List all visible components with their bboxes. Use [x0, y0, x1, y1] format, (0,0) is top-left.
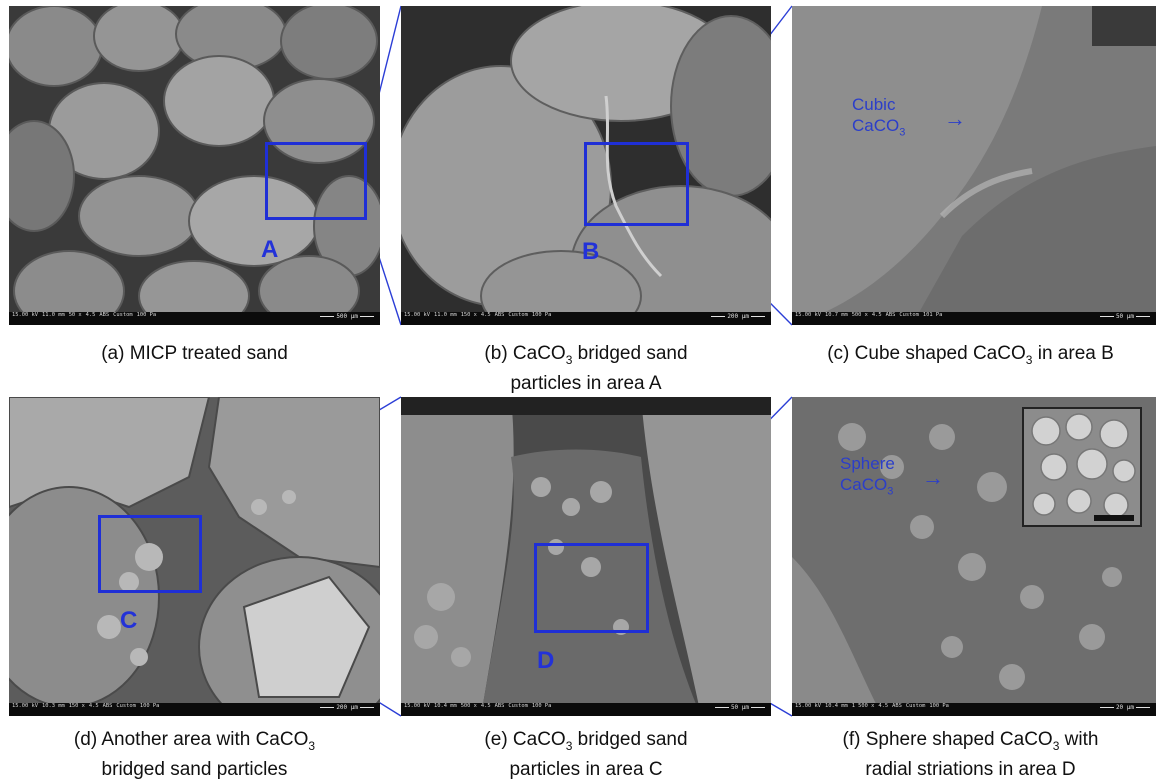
zoom-box-a: [265, 142, 367, 220]
scale-bar-c: 50 µm: [1100, 314, 1150, 320]
zoom-box-b: [584, 142, 689, 226]
bridged-particles-c-image: [401, 397, 771, 716]
zoom-box-c: [98, 515, 202, 593]
sem-info-bar-f: 15.00 kV 10.4 mm 1 500 x 4.5 ABS Custom 100 Pa…: [792, 703, 1156, 716]
sem-info-bar-a: 15.00 kV 11.0 mm 50 x 4.5 ABS Custom 100 Pa 50…: [9, 312, 380, 325]
caption-f: (f) Sphere shaped CaCO3 with radial stria…: [842, 729, 1099, 780]
scale-bar-d: 200 µm: [320, 705, 374, 711]
arrow-icon: →: [922, 465, 944, 490]
area-label-c: C: [120, 607, 138, 634]
area-label-b: B: [582, 238, 600, 265]
arrow-icon: →: [944, 106, 966, 131]
sem-image-panel-c: Cubic CaCO3 → 15.00 kV 10.7 mm 500 x 4.5 ABS…: [792, 6, 1156, 325]
sem-image-panel-d: C 15.00 kV 10.3 mm 150 x 4.5 ABS Custom 100 Pa…: [9, 397, 380, 716]
sem-image-panel-f: Sphere CaCO3 → 15.00 kV 10.4 mm 1 500 x 4.5…: [792, 397, 1156, 716]
caption-d: (d) Another area with CaCO3 bridged sand …: [73, 729, 316, 780]
cubic-caco3-image: [792, 6, 1156, 325]
scale-bar-b: 200 µm: [711, 314, 765, 320]
area-label-a: A: [261, 236, 279, 263]
another-area-image: [9, 397, 380, 716]
sem-info-bar-e: 15.00 kV 10.4 mm 500 x 4.5 ABS Custom 100 Pa 5…: [401, 703, 771, 716]
caption-e: (e) CaCO3 bridged sand particles in area …: [484, 729, 688, 780]
scale-bar-f: 20 µm: [1100, 705, 1150, 711]
bridged-particles-image: [401, 6, 771, 325]
sem-info-bar-b: 15.00 kV 11.0 mm 150 x 4.5 ABS Custom 100 Pa 2…: [401, 312, 771, 325]
area-label-d: D: [537, 647, 555, 674]
caption-b: (b) CaCO3 bridged sand particles in area …: [484, 343, 688, 394]
scale-bar-a: 500 µm: [320, 314, 374, 320]
annotation-sphere-caco3: Sphere CaCO3: [840, 454, 895, 498]
magnified-inset: [1022, 407, 1142, 527]
sem-image-panel-b: B 15.00 kV 11.0 mm 150 x 4.5 ABS Custom 100 Pa…: [401, 6, 771, 325]
caption-a: (a) MICP treated sand: [101, 343, 288, 364]
sem-info-bar-d: 15.00 kV 10.3 mm 150 x 4.5 ABS Custom 100 Pa 2…: [9, 703, 380, 716]
scale-bar-e: 50 µm: [715, 705, 765, 711]
sem-image-panel-e: D 15.00 kV 10.4 mm 500 x 4.5 ABS Custom 100 Pa…: [401, 397, 771, 716]
inset-spheres-image: [1024, 409, 1140, 525]
zoom-box-d: [534, 543, 649, 633]
sem-image-panel-a: A 15.00 kV 11.0 mm 50 x 4.5 ABS Custom 100 Pa …: [9, 6, 380, 325]
sem-info-bar-c: 15.00 kV 10.7 mm 500 x 4.5 ABS Custom 101 Pa 5…: [792, 312, 1156, 325]
annotation-cubic-caco3: Cubic CaCO3: [852, 95, 906, 139]
caption-c: (c) Cube shaped CaCO3 in area B: [827, 343, 1114, 367]
